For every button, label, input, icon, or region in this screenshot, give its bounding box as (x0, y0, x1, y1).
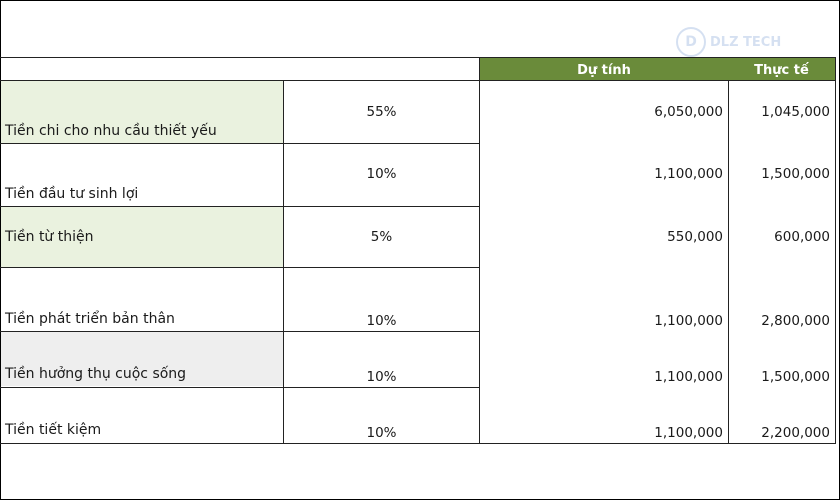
watermark: D DLZ TECH (676, 26, 796, 58)
row-label[interactable]: Tiền phát triển bản thân (5, 311, 175, 327)
row-percent[interactable]: 55% (366, 104, 397, 120)
dlz-logo-icon: D (676, 27, 706, 57)
header-budget: Dự tính (480, 58, 728, 80)
grid-line (0, 387, 480, 388)
row-budget[interactable]: 550,000 (667, 229, 723, 245)
row-budget[interactable]: 1,100,000 (654, 425, 723, 441)
header-actual: Thực tế (728, 58, 835, 80)
row-actual[interactable]: 1,500,000 (761, 369, 830, 385)
grid-line (0, 331, 480, 332)
row-label[interactable]: Tiền từ thiện (1, 207, 283, 267)
row-percent[interactable]: 10% (366, 166, 397, 182)
grid-line (728, 80, 729, 444)
row-percent[interactable]: 10% (366, 425, 397, 441)
grid-line (283, 80, 284, 444)
grid-line (0, 143, 480, 144)
row-percent[interactable]: 10% (366, 369, 397, 385)
grid-line (479, 57, 480, 444)
grid-line (0, 443, 836, 444)
row-actual[interactable]: 2,800,000 (761, 313, 830, 329)
row-budget[interactable]: 1,100,000 (654, 313, 723, 329)
row-budget[interactable]: 1,100,000 (654, 369, 723, 385)
grid-line (835, 57, 836, 444)
watermark-text: DLZ TECH (710, 34, 782, 50)
grid-line (0, 267, 480, 268)
row-label[interactable]: Tiền tiết kiệm (5, 422, 102, 438)
row-actual[interactable]: 600,000 (774, 229, 830, 245)
row-percent[interactable]: 5% (370, 229, 393, 245)
row-budget[interactable]: 6,050,000 (654, 104, 723, 120)
row-label[interactable]: Tiền chi cho nhu cầu thiết yếu (1, 81, 283, 143)
row-actual[interactable]: 1,500,000 (761, 166, 830, 182)
grid-line (0, 80, 836, 81)
row-budget[interactable]: 1,100,000 (654, 166, 723, 182)
grid-line (0, 206, 480, 207)
row-label[interactable]: Tiền hưởng thụ cuộc sống (1, 332, 283, 386)
row-label[interactable]: Tiền đầu tư sinh lợi (5, 186, 139, 202)
row-actual[interactable]: 1,045,000 (761, 104, 830, 120)
row-percent[interactable]: 10% (366, 313, 397, 329)
row-actual[interactable]: 2,200,000 (761, 425, 830, 441)
grid-line (0, 57, 836, 58)
